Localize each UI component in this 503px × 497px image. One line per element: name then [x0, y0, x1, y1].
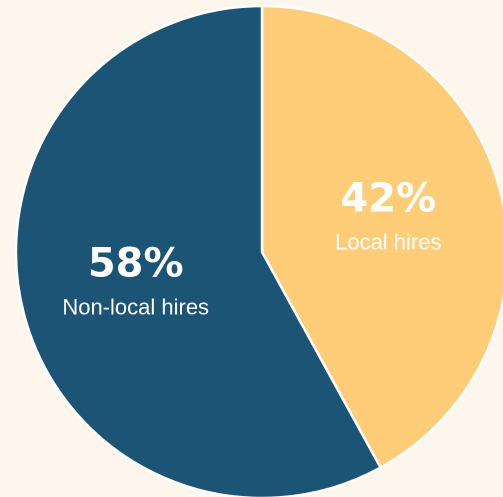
pie-slice-non-local-hires [14, 4, 382, 497]
slice-percent-non-local: 58% [88, 240, 184, 286]
pie-labels: 42% Local hires 58% Non-local hires [62, 176, 441, 320]
slice-percent-local: 42% [340, 176, 436, 222]
pie-slice-local-hires [260, 4, 503, 469]
slice-label-non-local: Non-local hires [62, 294, 209, 319]
slice-label-local: Local hires [335, 230, 441, 255]
pie-slices [14, 4, 503, 497]
